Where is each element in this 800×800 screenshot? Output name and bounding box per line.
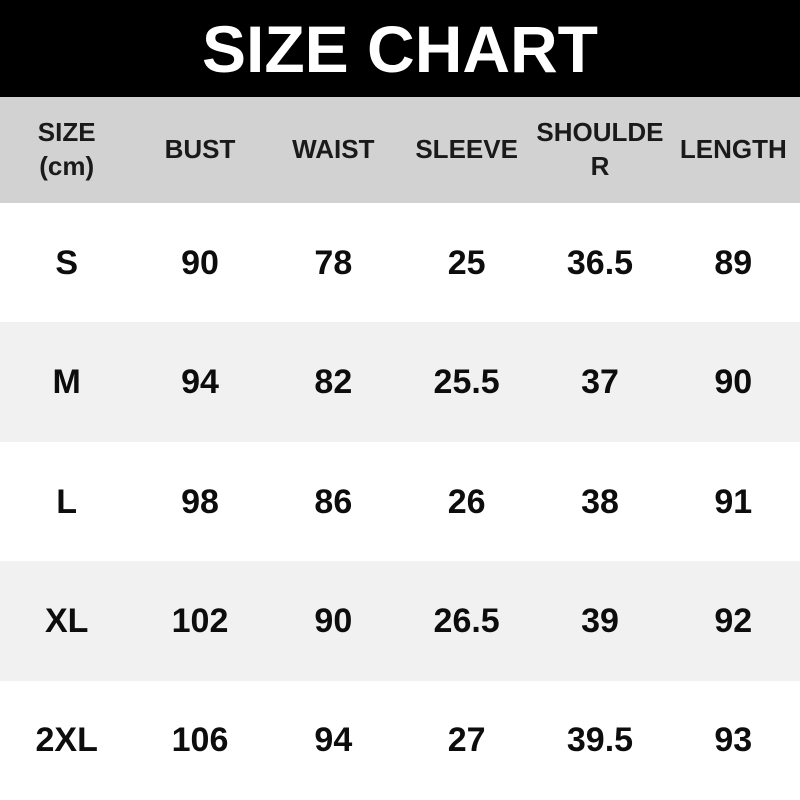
sleeve-value: 25	[447, 243, 486, 282]
table-row-2xl: 2XL 106 94 27 39.5 93	[0, 680, 800, 800]
column-header-sleeve: SLEEVE	[400, 97, 533, 203]
shoulder-value: 37	[581, 363, 619, 402]
column-header-length: LENGTH	[667, 97, 800, 203]
size-label: M	[52, 363, 81, 402]
length-value: 90	[714, 363, 753, 402]
column-header-waist: WAIST	[267, 97, 400, 203]
column-header-shoulder: SHOULDER	[533, 97, 666, 203]
length-value: 91	[714, 482, 753, 521]
size-label: XL	[44, 601, 89, 640]
bust-value: 98	[181, 482, 219, 521]
table-row-m: M 94 82 25.5 37 90	[0, 322, 800, 442]
bust-value: 102	[171, 601, 229, 640]
table-body: S 90 78 25 36.5 89 M 94 82 25.5 37 90 L …	[0, 203, 800, 800]
shoulder-value: 39.5	[566, 721, 634, 760]
page-title: SIZE CHART	[202, 11, 598, 86]
column-header-length-label: LENGTH	[679, 134, 787, 165]
table-row-s: S 90 78 25 36.5 89	[0, 203, 800, 323]
column-header-bust-label: BUST	[164, 134, 236, 165]
table-row-l: L 98 86 26 38 91	[0, 441, 800, 562]
length-value: 92	[714, 601, 753, 640]
bust-value: 90	[181, 243, 219, 282]
sleeve-value: 25.5	[433, 363, 500, 402]
size-label: 2XL	[35, 721, 98, 760]
size-label: L	[56, 482, 78, 521]
shoulder-value: 38	[581, 482, 619, 521]
waist-value: 82	[314, 363, 353, 402]
bust-value: 94	[181, 363, 219, 402]
column-header-sleeve-label: SLEEVE	[415, 134, 518, 165]
column-header-bust: BUST	[133, 97, 266, 203]
column-header-size: SIZE (cm)	[0, 97, 133, 203]
sleeve-value: 26	[447, 482, 486, 521]
table-header-row: SIZE (cm) BUST WAIST SLEEVE SHOULDER LEN…	[0, 97, 800, 203]
sleeve-value: 26.5	[433, 601, 500, 640]
length-value: 93	[714, 721, 753, 760]
column-header-size-label: SIZE (cm)	[37, 117, 96, 181]
shoulder-value: 36.5	[566, 243, 634, 282]
shoulder-value: 39	[581, 601, 619, 640]
waist-value: 86	[314, 482, 353, 521]
column-header-shoulder-label: SHOULDER	[536, 117, 664, 181]
bust-value: 106	[171, 721, 229, 760]
title-banner: SIZE CHART	[0, 0, 800, 97]
waist-value: 78	[314, 243, 353, 282]
waist-value: 94	[314, 721, 353, 760]
length-value: 89	[714, 243, 753, 282]
waist-value: 90	[314, 601, 353, 640]
table-row-xl: XL 102 90 26.5 39 92	[0, 561, 800, 681]
column-header-waist-label: WAIST	[292, 134, 375, 165]
size-label: S	[55, 243, 78, 282]
sleeve-value: 27	[447, 721, 486, 760]
